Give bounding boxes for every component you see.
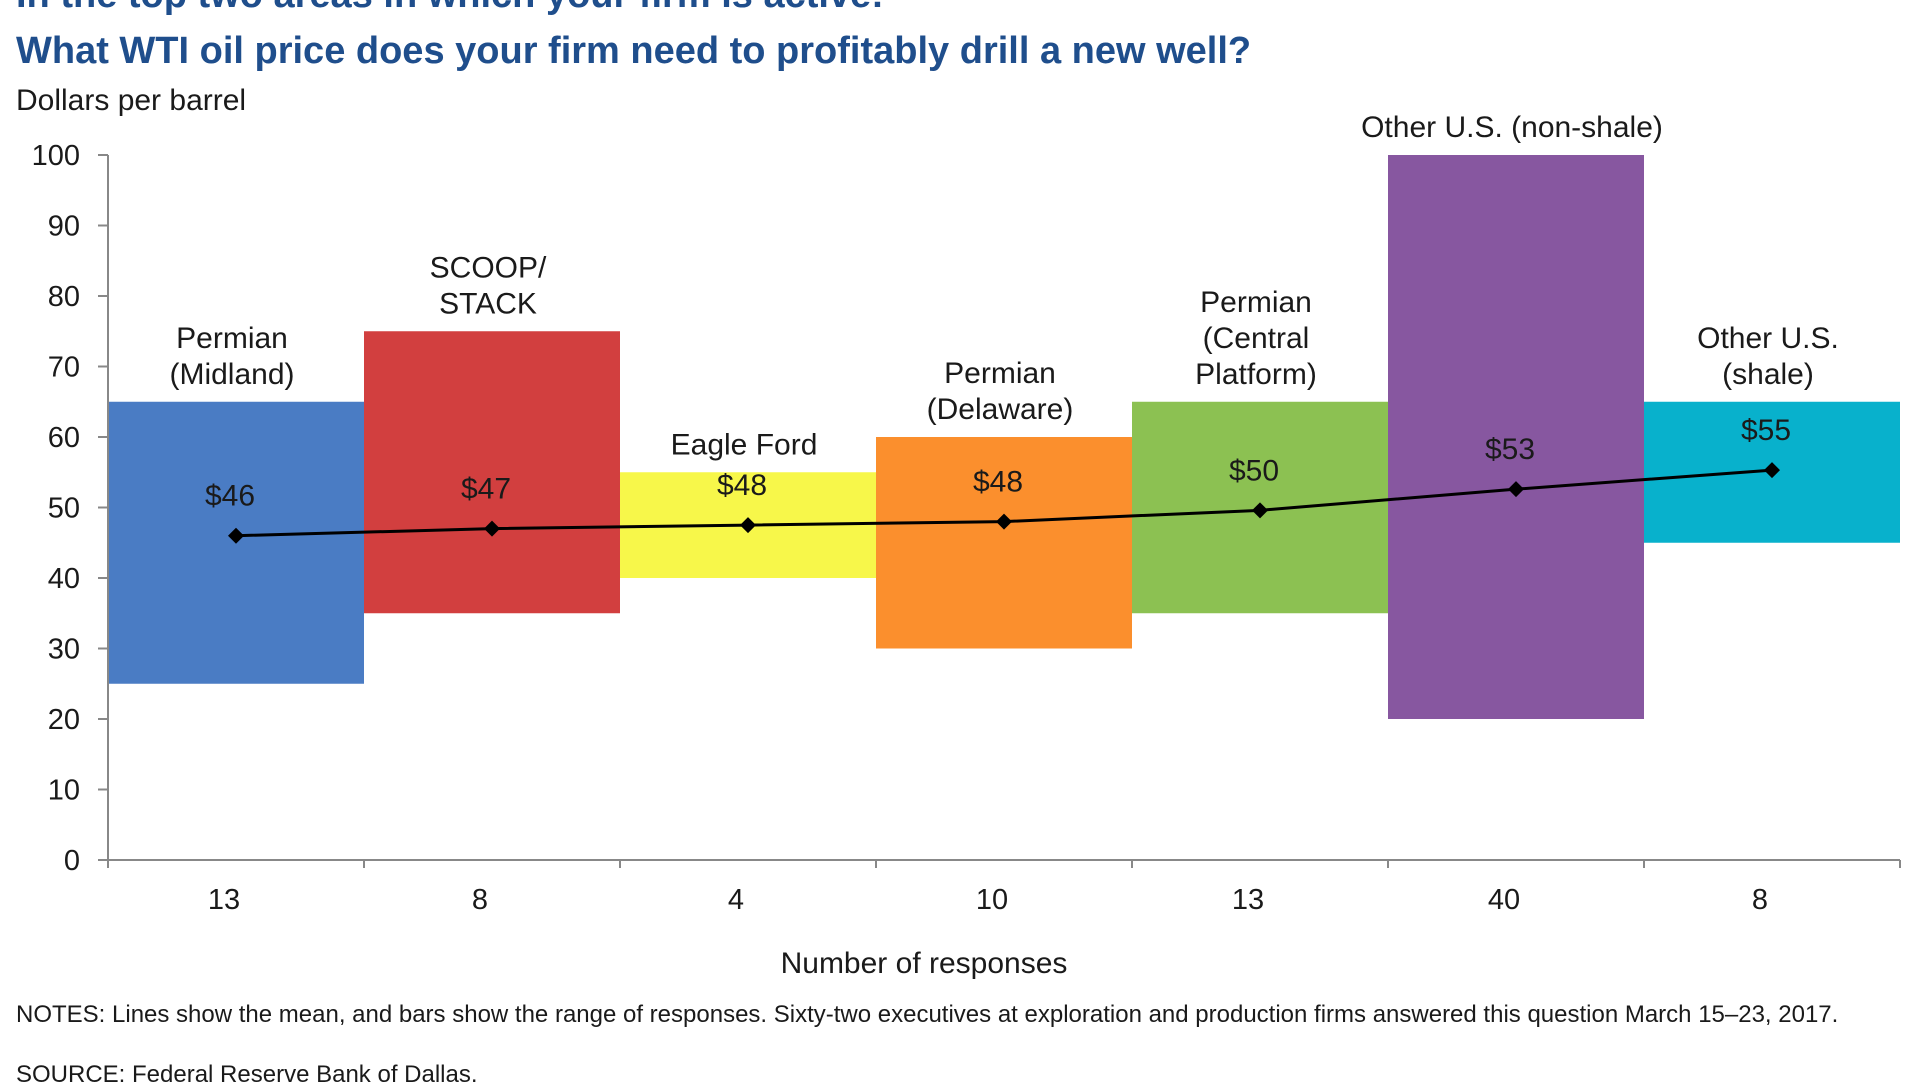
y-tick-label: 90: [48, 211, 80, 243]
x-tick-label: 40: [1488, 884, 1520, 916]
range-bar-chart: 0 10 20 30 40 50 60 70 80 90 100 13 8 4 10 13 40 8 Number …: [32, 111, 1901, 980]
mean-marker-6: [1764, 462, 1780, 479]
mean-marker-5: [1508, 481, 1524, 498]
y-tick-label: 80: [48, 281, 80, 313]
mean-marker-1: [484, 520, 500, 537]
mean-value-label-0: $46: [205, 480, 255, 513]
chart-title-line-2: What WTI oil price does your firm need t…: [16, 30, 1252, 72]
chart-source: SOURCE: Federal Reserve Bank of Dallas.: [16, 1061, 478, 1088]
range-bar-1: [364, 331, 620, 614]
range-bar-5: [1388, 155, 1644, 719]
y-tick-label: 70: [48, 352, 80, 384]
mean-value-label-2: $48: [717, 469, 767, 502]
mean-value-label-3: $48: [973, 466, 1023, 499]
x-tick-label: 8: [1752, 884, 1768, 916]
category-label-2: Eagle Ford: [671, 428, 818, 461]
x-tick-label: 8: [472, 884, 488, 916]
mean-value-label-4: $50: [1229, 454, 1279, 487]
y-tick-label: 30: [48, 634, 80, 666]
mean-marker-4: [1252, 502, 1268, 519]
y-tick-label: 100: [32, 140, 80, 172]
category-label-4: Permian (Central Platform): [1195, 286, 1317, 391]
mean-marker-0: [228, 527, 244, 544]
category-label-3: Permian (Delaware): [927, 357, 1074, 426]
category-label-6: Other U.S. (shale): [1697, 322, 1839, 391]
y-tick-label: 20: [48, 704, 80, 736]
x-tick-label: 13: [1232, 884, 1264, 916]
category-label-1: SCOOP/STACK: [430, 251, 547, 320]
category-label-5: Other U.S. (non-shale): [1361, 111, 1663, 144]
mean-value-label-5: $53: [1485, 433, 1535, 466]
x-axis-label: Number of responses: [781, 947, 1068, 980]
y-axis-label: Dollars per barrel: [16, 84, 247, 117]
y-tick-label: 0: [64, 845, 80, 877]
y-tick-label: 40: [48, 563, 80, 595]
category-label-0: Permian (Midland): [169, 322, 294, 391]
y-tick-label: 60: [48, 422, 80, 454]
mean-marker-2: [740, 517, 756, 534]
chart-title-line-1: In the top two areas in which your firm …: [16, 0, 884, 17]
chart-notes: NOTES: Lines show the mean, and bars sho…: [16, 1001, 1839, 1028]
x-tick-label: 13: [208, 884, 240, 916]
x-tick-label: 10: [976, 884, 1008, 916]
range-bar-3: [876, 437, 1132, 649]
mean-value-label-1: $47: [461, 473, 511, 506]
x-tick-label: 4: [728, 884, 744, 916]
y-tick-label: 50: [48, 493, 80, 525]
mean-value-label-6: $55: [1741, 414, 1791, 447]
y-tick-label: 10: [48, 775, 80, 807]
mean-marker-3: [996, 513, 1012, 530]
